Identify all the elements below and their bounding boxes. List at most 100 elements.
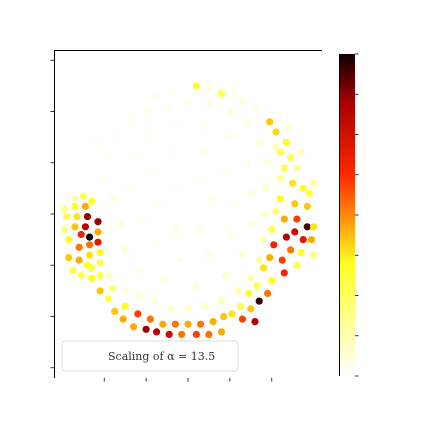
scatter-point [251,105,259,113]
scatter-point [259,264,267,272]
scatter-point [150,169,159,177]
scatter-point [159,277,167,285]
scatter-point [291,200,299,208]
scatter-point [142,325,150,333]
scatter-point [104,295,112,303]
scatter-point [264,159,272,167]
scatter-point [280,164,288,172]
scatter-point [253,282,261,290]
scatter-point [130,154,138,162]
scatter-point [201,302,209,310]
scatter-point [75,256,83,264]
colorbar-gradient [340,54,355,376]
scatter-point [205,330,213,338]
scatter-point [150,297,159,305]
scatter-point [247,220,255,228]
scatter-point [171,184,179,192]
scatter-point [171,123,179,131]
scatter-point [197,320,205,328]
scatter-point [310,223,318,231]
scatter-point [220,312,228,321]
scatter-points [60,82,318,338]
scatter-point [96,259,104,267]
scatter-point [222,271,230,280]
scatter-point [201,148,209,157]
scatter-point [94,238,102,246]
scatter-point [287,154,295,162]
scatter-point [272,143,280,151]
scatter-point [205,251,213,259]
scatter-point [146,133,154,141]
scatter-point [119,315,127,323]
scatter-point [268,277,276,285]
scatter-point [247,189,255,198]
scatter-point [104,271,112,280]
scatter-point [205,100,213,108]
scatter-point [293,164,301,172]
scatter-point [238,315,246,323]
scatter-point [261,184,270,192]
scatter-point [222,169,230,177]
scatter-point [92,138,100,146]
scatter-point [280,269,288,277]
scatter-point [255,256,263,264]
scatter-point [125,118,133,126]
scatter-point [130,323,138,331]
scatter-point [79,192,87,200]
scatter-point [209,318,217,326]
scatter-point [192,330,200,338]
scatter-point [282,233,290,241]
scatter-point [63,213,71,221]
scatter-point [65,236,73,244]
scatter-point [238,97,246,105]
scatter-point [261,210,270,218]
scatter-point [247,274,255,282]
legend-box [61,340,239,372]
scatter-point [121,246,129,254]
scatter-point [134,292,142,300]
scatter-point [217,297,226,305]
scatter-point [276,174,284,182]
scatter-point [138,215,146,223]
scatter-point [251,318,259,326]
scatter-point [171,320,179,328]
scatter-point [272,207,280,215]
scatter-point [134,266,142,274]
scatter-point [167,305,175,313]
scatter-point [111,307,119,315]
scatter-point [75,243,83,251]
scatter-point [146,315,154,323]
scatter-point [197,225,205,233]
scatter-point [282,138,290,146]
scatter-point [270,241,278,249]
scatter-point [230,200,238,208]
scatter-point [266,118,274,126]
scatter-point [184,320,192,328]
scatter-point [287,246,295,254]
scatter-point [243,118,251,126]
scatter-point [77,230,85,239]
legend: Scaling of α = 13.5 [61,340,239,372]
scatter-point [171,225,179,233]
scatter-point [299,184,307,192]
scatter-point [69,266,77,274]
scatter-point [94,218,102,226]
scatter-point [163,102,171,110]
scatter-point [94,228,102,236]
scatter-point [77,271,85,280]
scatter-point [109,195,117,203]
scatter-point [266,254,274,262]
scatter-point [264,289,272,297]
scatter-point [71,202,79,210]
scatter-point [71,195,79,203]
scatter-point [238,251,246,259]
scatter-point [88,197,96,205]
scatter-point [165,330,173,338]
scatter-point [121,287,129,295]
scatter-point [255,138,263,146]
scatter-point [192,282,200,290]
x-axis-ticks [103,378,273,382]
scatter-point [104,154,112,162]
y-axis-ticks [50,59,54,369]
scatter-point [289,179,297,187]
